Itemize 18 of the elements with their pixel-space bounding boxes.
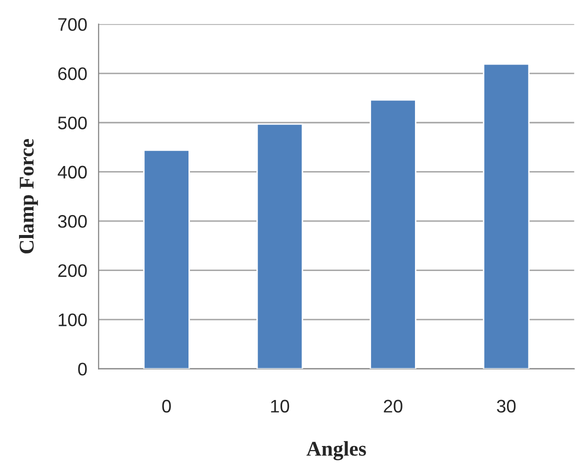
x-tick-label: 10 — [271, 400, 290, 413]
y-tick-label: 400 — [58, 166, 87, 179]
x-tick-label: 30 — [496, 400, 516, 413]
y-tick-label: 0 — [78, 362, 87, 376]
y-tick-label: 100 — [58, 313, 87, 326]
y-tick-label: 200 — [58, 264, 87, 278]
y-tick-label: 500 — [58, 116, 87, 130]
x-axis-title: Angles — [306, 441, 366, 460]
bar — [143, 150, 190, 369]
y-axis-title: Clamp Force — [19, 139, 38, 254]
bar — [256, 123, 304, 369]
y-tick-label: 700 — [58, 18, 87, 31]
x-tick-label: 0 — [162, 400, 171, 413]
y-tick-label: 300 — [58, 215, 87, 228]
y-tick-label: 600 — [58, 67, 87, 80]
bar — [370, 99, 416, 369]
x-tick-label: 20 — [384, 400, 402, 413]
bar — [482, 63, 530, 369]
